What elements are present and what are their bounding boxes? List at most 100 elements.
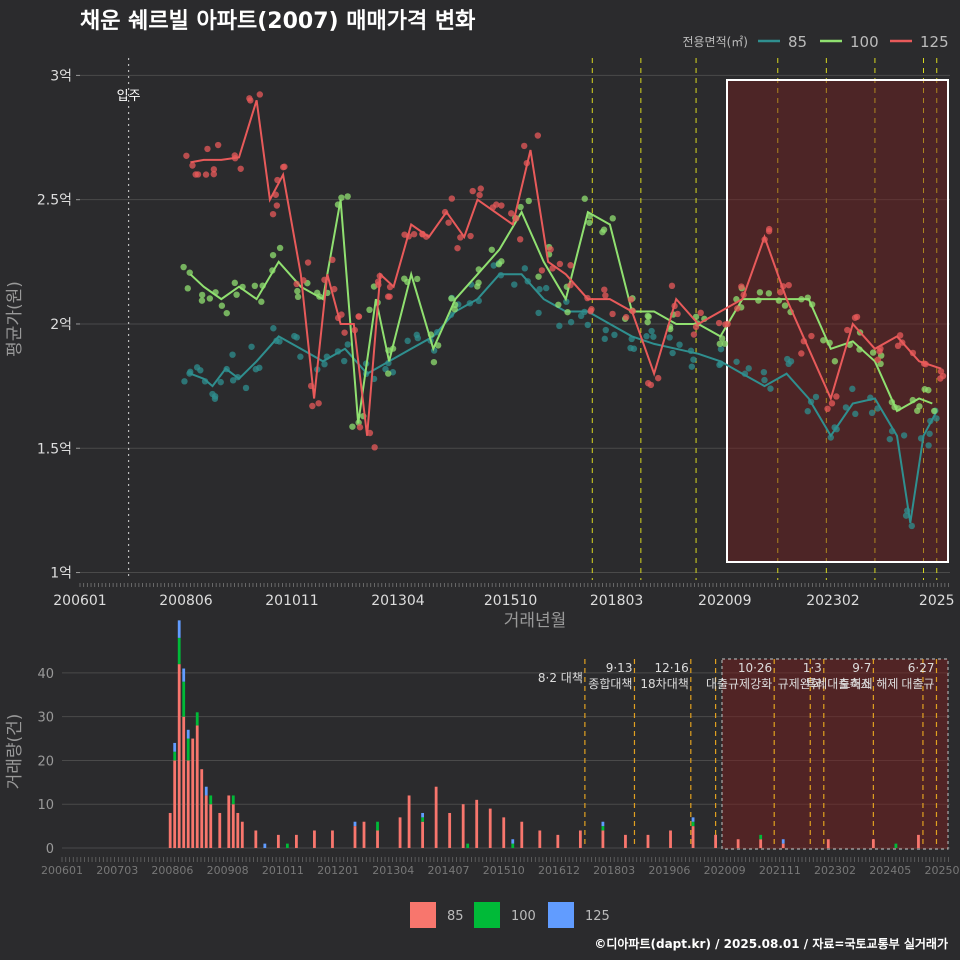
bar-100 xyxy=(511,843,515,848)
data-point xyxy=(716,340,724,348)
bar-85 xyxy=(240,821,244,848)
x-tick-label: 201906 xyxy=(648,864,690,877)
bar-85 xyxy=(276,834,280,848)
bar-125 xyxy=(511,839,515,844)
data-point xyxy=(338,194,345,201)
data-point xyxy=(868,409,876,417)
bar-85 xyxy=(475,799,479,848)
data-point xyxy=(567,262,574,269)
data-point xyxy=(186,370,193,377)
data-point xyxy=(210,166,218,173)
bar-100 xyxy=(182,681,186,717)
bar-100 xyxy=(894,843,898,848)
bar-125 xyxy=(601,821,605,827)
data-point xyxy=(521,265,529,272)
policy-annotation: 9·7 xyxy=(852,661,871,675)
data-point xyxy=(886,435,894,443)
data-point xyxy=(344,341,351,348)
data-point xyxy=(231,279,239,287)
data-point xyxy=(781,302,789,309)
bar-85 xyxy=(917,834,920,848)
data-point xyxy=(229,351,236,358)
bar-85 xyxy=(231,804,235,848)
x-tick-label: 200806 xyxy=(159,593,213,609)
data-point xyxy=(588,306,595,313)
y-tick-label: 2억 xyxy=(50,317,72,333)
data-point xyxy=(937,368,945,375)
data-point xyxy=(349,423,356,430)
data-point xyxy=(900,432,908,439)
data-point xyxy=(564,308,571,316)
data-point xyxy=(430,358,438,366)
data-point xyxy=(256,91,264,98)
data-point xyxy=(341,357,348,365)
x-tick-label: 202302 xyxy=(814,864,856,877)
legend-swatch xyxy=(548,902,574,928)
data-point xyxy=(916,403,923,410)
x-tick-label: 201612 xyxy=(538,864,580,877)
data-point xyxy=(488,246,496,253)
data-point xyxy=(842,404,850,411)
data-point xyxy=(451,306,459,313)
bar-85 xyxy=(556,834,560,848)
legend-label: 85 xyxy=(788,33,807,51)
data-point xyxy=(697,309,704,317)
bar-100 xyxy=(421,817,425,822)
bar-100 xyxy=(177,637,181,665)
data-point xyxy=(601,335,608,343)
policy-annotation: 종합대책 xyxy=(588,676,632,691)
move-in-label: 입주 xyxy=(117,89,141,104)
x-tick-label: 202405 xyxy=(869,864,911,877)
data-point xyxy=(648,327,655,335)
data-point xyxy=(555,301,562,308)
data-point xyxy=(734,305,741,312)
data-point xyxy=(869,349,877,356)
bar-100 xyxy=(231,795,235,805)
data-point xyxy=(547,246,554,253)
bar-85 xyxy=(759,839,763,848)
bar-85 xyxy=(421,821,425,848)
legend-label: 125 xyxy=(920,33,949,51)
data-point xyxy=(761,376,768,384)
data-point xyxy=(765,228,773,235)
y-tick-label: 0 xyxy=(46,842,54,857)
x-tick-label: 2025 xyxy=(919,593,955,609)
data-point xyxy=(309,402,316,410)
x-tick-label: 200601 xyxy=(53,593,106,609)
y-tick-label: 10 xyxy=(37,798,54,813)
data-point xyxy=(229,377,237,384)
data-point xyxy=(414,334,422,342)
x-axis-label: 거래년월 xyxy=(504,611,567,631)
x-tick-label: 200908 xyxy=(207,864,249,877)
bar-85 xyxy=(218,812,222,848)
data-point xyxy=(669,349,676,357)
bar-100 xyxy=(209,795,213,805)
bar-85 xyxy=(578,830,582,848)
policy-annotation: 대출규제강화 xyxy=(706,677,772,691)
bar-85 xyxy=(826,839,830,848)
series-line xyxy=(189,199,933,424)
data-point xyxy=(876,348,883,355)
data-point xyxy=(490,262,497,269)
data-point xyxy=(833,393,840,400)
y-tick-label: 40 xyxy=(37,667,54,682)
x-tick-label: 201011 xyxy=(265,593,318,609)
data-point xyxy=(294,293,302,301)
data-point xyxy=(223,309,230,317)
bar-85 xyxy=(714,834,718,848)
bar-125 xyxy=(691,817,695,822)
legend-label: 100 xyxy=(511,909,536,924)
bar-85 xyxy=(227,795,231,848)
data-point xyxy=(321,360,328,368)
data-point xyxy=(477,185,484,192)
data-point xyxy=(645,380,652,387)
data-point xyxy=(338,311,345,318)
data-point xyxy=(315,400,322,407)
data-point xyxy=(404,337,411,345)
data-point xyxy=(668,282,676,290)
data-point xyxy=(233,291,240,298)
series-line xyxy=(190,273,938,523)
data-point xyxy=(276,244,284,252)
data-point xyxy=(454,244,461,252)
